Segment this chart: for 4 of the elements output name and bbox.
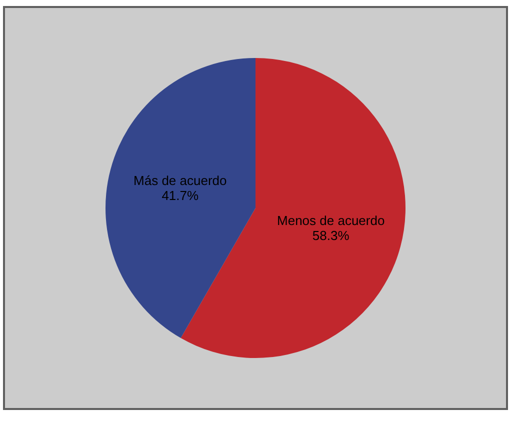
data-label: 41.7% [162,188,199,203]
slice-label: Más de acuerdo [134,172,227,188]
data-label: 58.3% [312,228,350,244]
slice-label: Menos de acuerdo [277,213,385,228]
